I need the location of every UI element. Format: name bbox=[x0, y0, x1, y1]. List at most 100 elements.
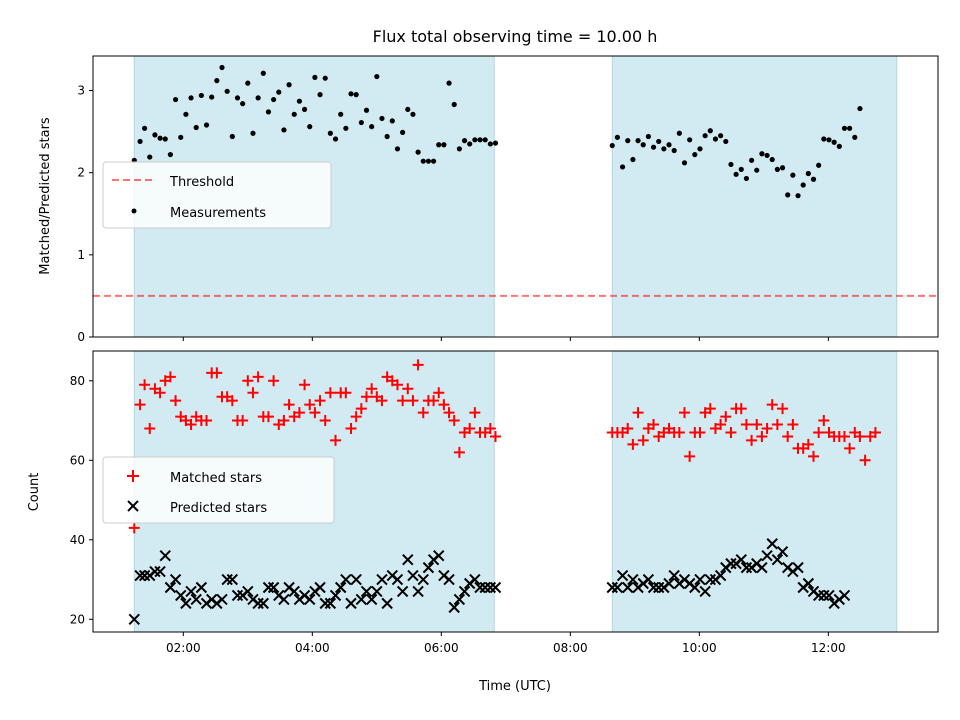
y-tick-label: 20 bbox=[70, 612, 85, 626]
legend-matched-label: Matched stars bbox=[170, 471, 262, 486]
matched-star-point bbox=[211, 367, 223, 379]
measurement-point bbox=[198, 92, 204, 99]
predicted-star-point bbox=[329, 589, 342, 602]
matched-star-point bbox=[464, 423, 476, 435]
matched-star-point bbox=[397, 395, 409, 407]
measurement-point bbox=[415, 149, 421, 155]
measurement-point bbox=[718, 133, 724, 139]
predicted-stars-series bbox=[128, 538, 851, 625]
matched-star-point bbox=[854, 430, 866, 442]
measurement-point bbox=[363, 107, 370, 113]
measurement-point bbox=[790, 172, 796, 178]
predicted-star-point bbox=[396, 585, 409, 598]
x-tick-label: 12:00 bbox=[811, 641, 846, 655]
measurement-point bbox=[645, 133, 651, 140]
matched-star-point bbox=[673, 426, 685, 438]
matched-star-point bbox=[154, 387, 166, 399]
measurement-point bbox=[214, 78, 220, 84]
predicted-star-point bbox=[443, 573, 455, 586]
predicted-star-point bbox=[304, 593, 316, 606]
measurement-point bbox=[369, 124, 375, 130]
predicted-star-point bbox=[175, 589, 187, 602]
matched-star-point bbox=[376, 395, 388, 407]
measurement-point bbox=[707, 128, 713, 134]
bottom-x-axis-label: Time (UTC) bbox=[478, 679, 551, 694]
predicted-star-point bbox=[314, 581, 326, 594]
predicted-star-point bbox=[417, 573, 429, 586]
matched-star-point bbox=[844, 442, 856, 454]
matched-star-point bbox=[746, 434, 758, 446]
measurement-point bbox=[446, 80, 452, 86]
matched-star-point bbox=[247, 387, 259, 399]
matched-star-point bbox=[453, 446, 465, 458]
matched-star-point bbox=[237, 415, 249, 427]
measurement-point bbox=[276, 89, 282, 95]
measurement-point bbox=[353, 92, 359, 98]
measurement-point bbox=[795, 193, 801, 199]
measurement-point bbox=[692, 151, 698, 158]
measurement-point bbox=[656, 138, 662, 145]
measurement-point bbox=[681, 160, 688, 166]
predicted-star-point bbox=[479, 581, 491, 594]
matched-star-point bbox=[637, 434, 649, 446]
measurement-point bbox=[826, 137, 832, 143]
matched-star-point bbox=[201, 415, 213, 427]
matched-star-point bbox=[185, 419, 197, 431]
predicted-star-point bbox=[340, 573, 352, 586]
measurement-point bbox=[142, 125, 148, 131]
measurement-point bbox=[379, 115, 385, 122]
matched-star-point bbox=[782, 430, 794, 442]
matched-star-point bbox=[684, 450, 696, 462]
shaded-interval bbox=[611, 55, 898, 338]
predicted-star-point bbox=[412, 585, 424, 598]
matched-star-point bbox=[340, 387, 352, 399]
measurement-point bbox=[271, 96, 277, 103]
measurement-point bbox=[343, 125, 349, 131]
measurement-point bbox=[619, 164, 626, 170]
matched-star-point bbox=[309, 407, 321, 419]
matched-star-point bbox=[262, 411, 274, 423]
matched-star-point bbox=[345, 423, 357, 435]
predicted-star-point bbox=[154, 565, 166, 578]
predicted-star-point bbox=[838, 589, 851, 602]
measurement-point bbox=[307, 124, 313, 130]
measurement-point bbox=[467, 141, 473, 147]
predicted-star-point bbox=[371, 585, 383, 598]
bottom-x-axis: 02:00 04:00 06:00 08:00 10:00 12:00 bbox=[166, 632, 846, 655]
matched-star-point bbox=[330, 434, 342, 446]
predicted-star-point bbox=[766, 538, 778, 550]
predicted-star-point bbox=[771, 553, 784, 566]
measurement-point bbox=[245, 80, 251, 86]
measurement-point bbox=[188, 95, 194, 101]
predicted-star-point bbox=[668, 569, 680, 582]
measurement-point bbox=[384, 133, 390, 140]
measurement-point bbox=[482, 137, 488, 143]
measurement-point bbox=[224, 88, 230, 94]
predicted-star-point bbox=[627, 573, 639, 586]
measurement-point bbox=[296, 98, 303, 104]
predicted-star-point bbox=[611, 581, 624, 594]
predicted-star-point bbox=[185, 585, 197, 598]
predicted-star-point bbox=[699, 585, 711, 598]
predicted-star-point bbox=[484, 581, 497, 594]
measurement-point bbox=[728, 161, 734, 168]
matched-star-point bbox=[622, 423, 634, 435]
bottom-legend: Matched stars Predicted stars bbox=[102, 456, 335, 524]
measurement-point bbox=[738, 166, 744, 172]
measurement-point bbox=[650, 144, 657, 150]
measurement-point bbox=[661, 146, 667, 152]
measurement-point bbox=[137, 138, 143, 145]
measurement-point bbox=[281, 127, 287, 133]
matched-star-point bbox=[134, 399, 146, 411]
top-axes-frame bbox=[92, 55, 939, 338]
matched-star-point bbox=[771, 419, 783, 431]
predicted-star-point bbox=[231, 589, 244, 602]
predicted-star-point bbox=[704, 573, 717, 586]
measurement-point bbox=[774, 166, 780, 172]
predicted-star-point bbox=[355, 593, 368, 606]
measurement-point bbox=[389, 118, 395, 124]
predicted-star-point bbox=[453, 593, 466, 606]
measurement-point bbox=[676, 130, 682, 136]
measurement-point bbox=[687, 137, 693, 143]
